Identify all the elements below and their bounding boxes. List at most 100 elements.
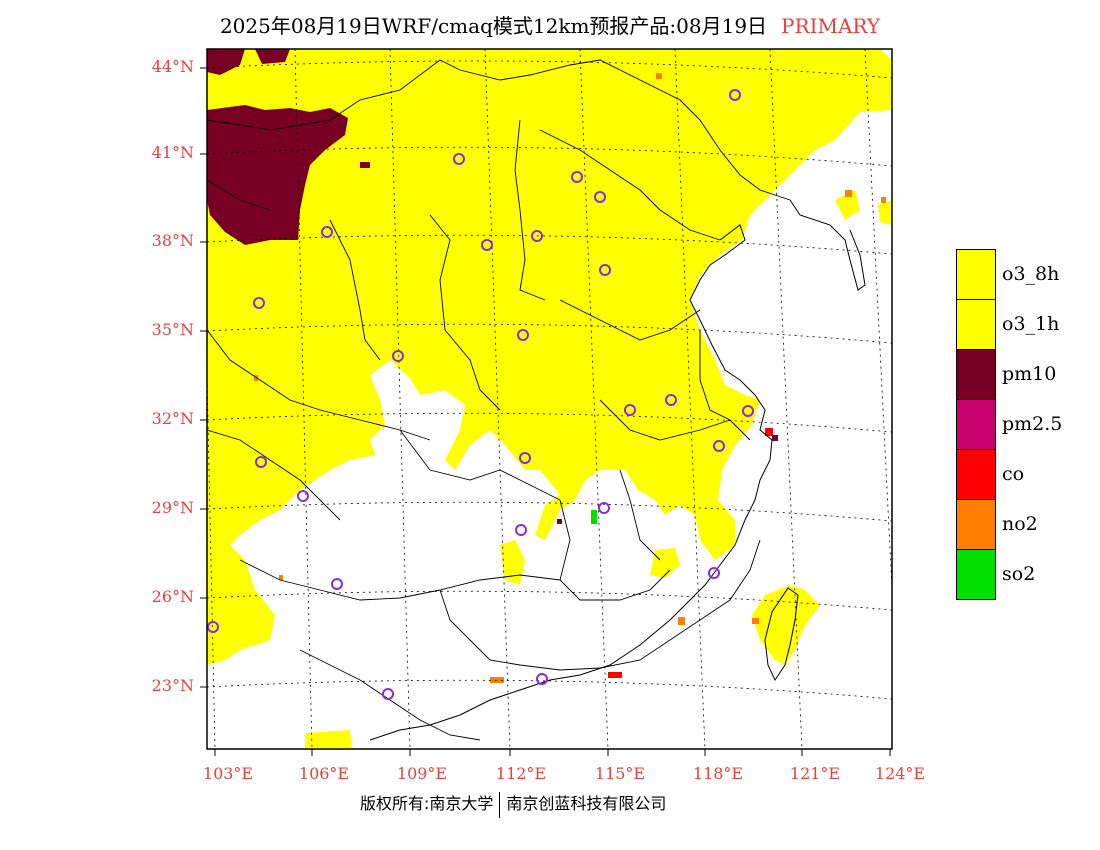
lat-label-23: 23°N	[151, 676, 194, 695]
station-marker	[207, 621, 219, 633]
lon-label-109: 109°E	[396, 764, 448, 783]
station-marker	[297, 490, 309, 502]
legend-swatch	[956, 549, 996, 600]
so2-dot	[591, 510, 597, 524]
legend-swatch	[956, 299, 996, 350]
taiwan-outline	[764, 587, 799, 682]
station-marker	[453, 153, 465, 165]
legend-item-o3-8h: o3_8h	[956, 249, 1100, 300]
copyright-footer: 版权所有:南京大学 南京创蓝科技有限公司	[360, 790, 666, 818]
pm10-top-patch-2	[255, 49, 290, 64]
no2-dot	[656, 73, 662, 79]
station-marker	[519, 452, 531, 464]
legend-item-o3-1h: o3_1h	[956, 299, 1100, 350]
o3-patch-shandong	[835, 190, 860, 220]
pm10-dot	[772, 435, 778, 441]
lat-label-41: 41°N	[151, 143, 194, 162]
station-marker	[531, 230, 543, 242]
lon-label-121: 121°E	[789, 764, 841, 783]
legend-item-co: co	[956, 449, 1100, 500]
map-title: 2025年08月19日WRF/cmaq模式12km预报产品:08月19日 PRIM…	[0, 10, 1100, 40]
station-marker	[598, 502, 610, 514]
lon-label-103: 103°E	[202, 764, 254, 783]
co-dot	[608, 672, 622, 678]
station-marker	[713, 440, 725, 452]
station-marker	[536, 673, 548, 685]
lat-label-29: 29°N	[151, 498, 194, 517]
station-marker	[517, 329, 529, 341]
station-marker	[624, 404, 636, 416]
station-marker	[708, 567, 720, 579]
station-marker	[382, 688, 394, 700]
title-text: 2025年08月19日WRF/cmaq模式12km预报产品:08月19日	[219, 14, 768, 38]
legend-item-pm10: pm10	[956, 349, 1100, 400]
lat-label-32: 32°N	[151, 409, 194, 428]
o3-region	[207, 49, 892, 665]
copyright-left: 版权所有:南京大学	[360, 794, 494, 813]
o3-patch-east	[650, 548, 680, 578]
station-marker	[742, 405, 754, 417]
station-marker	[594, 191, 606, 203]
no2-dot	[254, 375, 258, 381]
lon-label-118: 118°E	[692, 764, 744, 783]
legend-label: o3_8h	[1002, 263, 1060, 285]
lat-label-44: 44°N	[151, 57, 194, 76]
lat-label-38: 38°N	[151, 231, 194, 250]
o3-patch-korea	[878, 200, 892, 225]
legend-swatch	[956, 399, 996, 450]
station-marker	[599, 264, 611, 276]
station-marker	[515, 524, 527, 536]
province-boundaries	[207, 59, 791, 741]
legend-label: pm10	[1002, 363, 1057, 385]
no2-dot	[845, 190, 852, 197]
station-marker	[392, 350, 404, 362]
station-marker	[571, 171, 583, 183]
legend-label: so2	[1002, 563, 1036, 585]
lon-label-106: 106°E	[298, 764, 350, 783]
station-marker	[665, 394, 677, 406]
pm10-dot	[360, 162, 370, 168]
coastline	[369, 199, 866, 741]
legend-label: co	[1002, 463, 1025, 485]
legend-item-no2: no2	[956, 499, 1100, 550]
o3-patch-south	[500, 540, 525, 585]
station-marker	[255, 456, 267, 468]
lon-label-112: 112°E	[495, 764, 547, 783]
legend-swatch	[956, 499, 996, 550]
legend-swatch	[956, 249, 996, 300]
no2-dot	[279, 575, 283, 580]
lat-label-35: 35°N	[151, 320, 194, 339]
lat-label-26: 26°N	[151, 587, 194, 606]
station-marker	[729, 89, 741, 101]
station-marker	[481, 239, 493, 251]
pm10-top-patch	[207, 49, 245, 75]
o3-patch-taiwan	[752, 585, 820, 665]
station-marker	[253, 297, 265, 309]
copyright-right: 南京创蓝科技有限公司	[506, 794, 667, 813]
pm10-dot	[557, 519, 562, 524]
o3-patch-bottom	[305, 730, 352, 749]
map-frame	[206, 48, 893, 750]
legend-swatch	[956, 449, 996, 500]
legend-label: pm2.5	[1002, 413, 1063, 435]
pm10-region	[207, 105, 348, 245]
legend-item-pm25: pm2.5	[956, 399, 1100, 450]
no2-dot	[678, 617, 685, 625]
no2-dot	[490, 677, 504, 683]
legend-label: o3_1h	[1002, 313, 1060, 335]
lon-label-115: 115°E	[594, 764, 646, 783]
legend-label: no2	[1002, 513, 1038, 535]
primary-badge: PRIMARY	[781, 14, 881, 38]
legend-item-so2: so2	[956, 549, 1100, 600]
axis-ticks	[200, 67, 891, 756]
lon-label-124: 124°E	[874, 764, 926, 783]
footer-separator	[499, 791, 501, 818]
station-marker	[321, 226, 333, 238]
co-dot	[765, 428, 773, 436]
no2-dot	[752, 618, 759, 624]
station-marker	[331, 578, 343, 590]
no2-dot	[881, 197, 886, 203]
legend-swatch	[956, 349, 996, 400]
station-markers	[207, 89, 754, 700]
